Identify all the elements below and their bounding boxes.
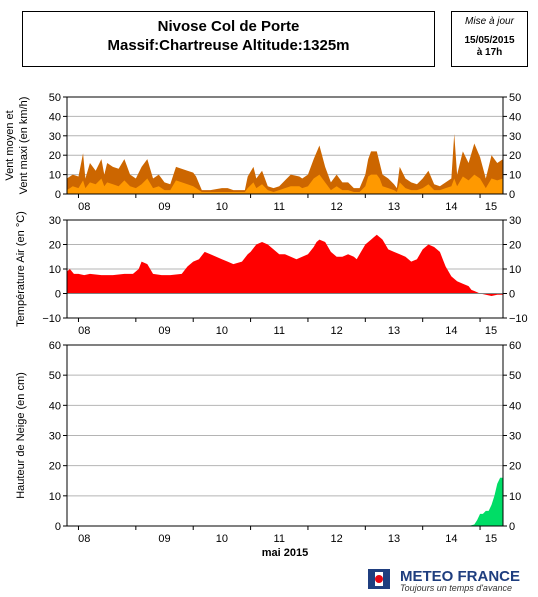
xtick-label-1-1: 09 — [158, 325, 170, 337]
ytick-label-left-2-1: 10 — [49, 491, 61, 503]
xtick-label-0-5: 13 — [388, 201, 400, 213]
ytick-label-left-1-3: 20 — [49, 240, 61, 252]
xtick-label-1-0: 08 — [78, 325, 90, 337]
xtick-label-0-1: 09 — [158, 201, 170, 213]
ytick-label-right-0-5: 50 — [509, 92, 521, 104]
ytick-label-left-0-1: 10 — [49, 170, 61, 182]
ytick-label-left-0-0: 0 — [55, 189, 61, 201]
ytick-label-left-1-0: −10 — [42, 313, 61, 325]
plot-frame-0 — [66, 96, 504, 195]
ytick-label-left-1-2: 10 — [49, 264, 61, 276]
ytick-label-left-2-0: 0 — [55, 521, 61, 533]
xtick-label-2-0: 08 — [78, 533, 90, 545]
xtick-label-2-2: 10 — [216, 533, 228, 545]
plot-frame-1 — [66, 219, 504, 319]
ylabel-1: Température Air (en °C) — [15, 211, 27, 327]
xtick-label-2-6: 14 — [445, 533, 457, 545]
xtick-label-1-3: 11 — [274, 325, 285, 337]
ytick-label-right-0-3: 30 — [509, 131, 521, 143]
ytick-label-left-0-3: 30 — [49, 131, 61, 143]
update-box: Mise à jour 15/05/2015 à 17h — [451, 11, 528, 67]
brand-name: METEO FRANCE — [400, 568, 520, 585]
xtick-label-2-1: 09 — [158, 533, 170, 545]
plot-frame-2 — [66, 344, 504, 527]
ytick-label-left-2-5: 50 — [49, 370, 61, 382]
xtick-label-1-5: 13 — [388, 325, 400, 337]
update-time: à 17h — [476, 47, 503, 58]
series-area-0-1 — [67, 174, 503, 194]
meteo-france-emblem-icon — [368, 569, 390, 589]
ytick-label-right-1-4: 30 — [509, 215, 521, 227]
ytick-label-right-0-0: 0 — [509, 189, 515, 201]
ytick-label-right-0-1: 10 — [509, 170, 521, 182]
xlabel-2: mai 2015 — [262, 547, 308, 559]
xtick-label-0-3: 11 — [274, 201, 285, 213]
ytick-label-right-2-1: 10 — [509, 491, 521, 503]
xtick-label-0-2: 10 — [216, 201, 228, 213]
update-date: 15/05/2015 — [464, 35, 515, 46]
ytick-label-right-2-4: 40 — [509, 400, 521, 412]
xtick-label-0-7: 15 — [485, 201, 497, 213]
xtick-label-2-7: 15 — [485, 533, 497, 545]
ytick-label-left-0-2: 20 — [49, 150, 61, 162]
xtick-label-1-7: 15 — [485, 325, 497, 337]
ytick-label-left-1-4: 30 — [49, 215, 61, 227]
xtick-label-2-4: 12 — [331, 533, 343, 545]
station-title: Nivose Col de Porte — [157, 18, 300, 35]
massif-title: Massif:Chartreuse Altitude:1325m — [107, 37, 350, 54]
brand-tagline: Toujours un temps d'avance — [400, 583, 512, 593]
xtick-label-1-6: 14 — [445, 325, 457, 337]
xtick-label-0-4: 12 — [331, 201, 343, 213]
ytick-label-right-1-1: 0 — [509, 289, 515, 301]
title-box: Nivose Col de Porte Massif:Chartreuse Al… — [22, 11, 435, 67]
ylabel-line1-0: Vent moyen et — [4, 110, 16, 180]
ytick-label-right-2-2: 20 — [509, 461, 521, 473]
xtick-label-2-5: 13 — [388, 533, 400, 545]
ytick-label-right-2-3: 30 — [509, 431, 521, 443]
ytick-label-right-2-5: 50 — [509, 370, 521, 382]
series-area-0-0 — [67, 133, 503, 194]
series-area-2-0 — [67, 477, 503, 526]
ytick-label-right-0-4: 40 — [509, 111, 521, 123]
series-area-1-0 — [67, 234, 503, 296]
ytick-label-left-2-4: 40 — [49, 400, 61, 412]
ytick-label-right-2-6: 60 — [509, 340, 521, 352]
ylabel-line2-0: Vent maxi (en km/h) — [18, 97, 30, 195]
xtick-label-0-0: 08 — [78, 201, 90, 213]
xtick-label-2-3: 11 — [274, 533, 285, 545]
ytick-label-right-1-3: 20 — [509, 240, 521, 252]
update-label: Mise à jour — [465, 16, 514, 27]
ytick-label-left-0-5: 50 — [49, 92, 61, 104]
xtick-label-1-4: 12 — [331, 325, 343, 337]
ytick-label-right-0-2: 20 — [509, 150, 521, 162]
ytick-label-left-2-6: 60 — [49, 340, 61, 352]
weather-charts: 0 0 10 10 20 20 30 30 40 40 50 50 08 09 10 11 12 13 14 15 Ve… — [4, 92, 528, 559]
xtick-label-0-6: 14 — [445, 201, 457, 213]
ytick-label-left-2-3: 30 — [49, 431, 61, 443]
ytick-label-left-2-2: 20 — [49, 461, 61, 473]
xtick-label-1-2: 10 — [216, 325, 228, 337]
ytick-label-left-1-1: 0 — [55, 289, 61, 301]
ylabel-2: Hauteur de Neige (en cm) — [15, 372, 27, 499]
meteo-france-logo: METEO FRANCE Toujours un temps d'avance — [366, 566, 520, 597]
ytick-label-right-2-0: 0 — [509, 521, 515, 533]
ytick-label-right-1-0: −10 — [509, 313, 528, 325]
ytick-label-right-1-2: 10 — [509, 264, 521, 276]
ytick-label-left-0-4: 40 — [49, 111, 61, 123]
